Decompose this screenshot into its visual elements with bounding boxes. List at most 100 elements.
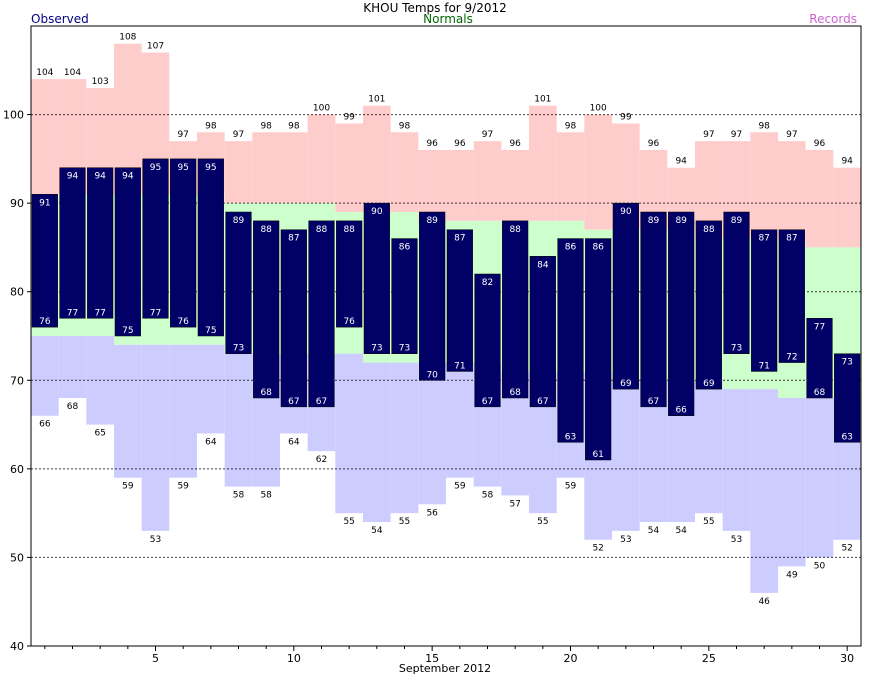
observed-high-label-day-10: 87 bbox=[288, 234, 299, 244]
observed-low-label-day-20: 63 bbox=[565, 432, 576, 442]
record-low-band-day-13 bbox=[363, 362, 391, 522]
record-high-band-day-11 bbox=[307, 114, 336, 204]
observed-bar-day-7 bbox=[197, 158, 224, 337]
observed-bar-day-11 bbox=[308, 220, 335, 408]
observed-low-label-day-21: 61 bbox=[592, 450, 603, 460]
record-low-band-day-14 bbox=[390, 362, 419, 514]
observed-low-label-day-4: 75 bbox=[122, 326, 133, 336]
observed-bar-day-8 bbox=[225, 211, 252, 354]
observed-low-label-day-18: 68 bbox=[509, 388, 521, 398]
record-high-label-day-17: 97 bbox=[482, 130, 493, 140]
record-high-label-day-19: 101 bbox=[534, 95, 551, 105]
record-high-band-day-20 bbox=[556, 132, 585, 221]
record-low-label-day-15: 56 bbox=[426, 508, 438, 518]
observed-high-label-day-26: 89 bbox=[731, 216, 743, 226]
observed-high-label-day-20: 86 bbox=[565, 243, 577, 253]
observed-bar-day-20 bbox=[557, 238, 584, 443]
observed-bar-day-9 bbox=[253, 220, 280, 399]
record-low-label-day-17: 58 bbox=[482, 491, 494, 501]
record-low-band-day-4 bbox=[114, 344, 142, 478]
record-low-label-day-2: 68 bbox=[67, 402, 79, 412]
record-low-band-day-12 bbox=[335, 353, 363, 514]
record-high-label-day-25: 97 bbox=[703, 130, 714, 140]
record-high-label-day-2: 104 bbox=[64, 68, 81, 78]
axes: 40 50 60 70 80 90 100 5 10 15 20 25 30 bbox=[3, 109, 854, 665]
observed-high-label-day-11: 88 bbox=[316, 225, 328, 235]
observed-bar-day-1 bbox=[31, 194, 58, 328]
record-low-band-day-26 bbox=[722, 389, 751, 531]
record-high-band-day-8 bbox=[224, 141, 253, 204]
observed-low-label-day-23: 67 bbox=[648, 397, 659, 407]
record-low-label-day-11: 62 bbox=[316, 455, 327, 465]
observed-bars bbox=[31, 158, 861, 461]
observed-high-label-day-24: 89 bbox=[675, 216, 687, 226]
observed-low-label-day-22: 69 bbox=[620, 379, 632, 389]
record-high-label-day-3: 103 bbox=[92, 77, 109, 87]
record-low-label-day-28: 49 bbox=[786, 570, 798, 580]
record-low-label-day-5: 53 bbox=[150, 535, 161, 545]
record-low-label-day-7: 64 bbox=[205, 437, 217, 447]
record-low-label-day-1: 66 bbox=[39, 420, 51, 430]
record-low-label-day-10: 64 bbox=[288, 437, 300, 447]
record-high-label-day-18: 96 bbox=[509, 139, 521, 149]
observed-bar-day-26 bbox=[723, 211, 750, 354]
data-labels: 104 66 91 76 104 68 94 77 103 65 94 77 108 59 94 75 107 5… bbox=[36, 33, 853, 607]
observed-bar-day-22 bbox=[612, 202, 639, 390]
observed-high-label-day-17: 82 bbox=[482, 278, 493, 288]
observed-high-label-day-22: 90 bbox=[620, 207, 632, 217]
record-low-label-day-4: 59 bbox=[122, 482, 134, 492]
y-tick-label-50: 50 bbox=[10, 551, 24, 564]
observed-low-label-day-11: 67 bbox=[316, 397, 327, 407]
x-tick-label-25: 25 bbox=[702, 652, 716, 665]
record-high-label-day-11: 100 bbox=[313, 104, 330, 114]
observed-bar-day-5 bbox=[142, 158, 169, 319]
record-low-label-day-26: 53 bbox=[731, 535, 742, 545]
observed-low-label-day-25: 69 bbox=[703, 379, 715, 389]
observed-bar-day-10 bbox=[280, 229, 307, 408]
observed-high-label-day-28: 87 bbox=[786, 234, 797, 244]
observed-high-label-day-5: 95 bbox=[150, 163, 161, 173]
observed-high-label-day-29: 77 bbox=[814, 322, 825, 332]
record-low-label-day-16: 59 bbox=[454, 482, 466, 492]
record-low-label-day-13: 54 bbox=[371, 526, 383, 536]
observed-high-label-day-27: 87 bbox=[758, 234, 769, 244]
record-high-label-day-24: 94 bbox=[675, 157, 687, 167]
record-low-label-day-30: 52 bbox=[841, 544, 852, 554]
record-high-label-day-1: 104 bbox=[36, 68, 53, 78]
observed-high-label-day-4: 94 bbox=[122, 172, 134, 182]
observed-low-label-day-9: 68 bbox=[260, 388, 272, 398]
record-low-label-day-18: 57 bbox=[509, 499, 520, 509]
observed-bar-day-15 bbox=[419, 211, 446, 381]
x-axis-label: September 2012 bbox=[399, 662, 491, 675]
record-high-band-day-29 bbox=[805, 150, 834, 248]
x-tick-label-30: 30 bbox=[840, 652, 854, 665]
observed-high-label-day-2: 94 bbox=[67, 172, 79, 182]
observed-low-label-day-16: 71 bbox=[454, 361, 465, 371]
record-high-band-day-1 bbox=[31, 79, 59, 195]
record-high-label-day-5: 107 bbox=[147, 42, 164, 52]
record-low-label-day-19: 55 bbox=[537, 517, 548, 527]
record-low-band-day-15 bbox=[418, 362, 446, 505]
observed-low-label-day-7: 75 bbox=[205, 326, 216, 336]
observed-bar-day-13 bbox=[363, 202, 390, 354]
record-low-label-day-23: 54 bbox=[648, 526, 660, 536]
record-high-band-day-19 bbox=[529, 105, 557, 221]
record-high-band-day-28 bbox=[778, 141, 806, 239]
record-low-label-day-20: 59 bbox=[565, 482, 577, 492]
record-high-band-day-21 bbox=[584, 114, 612, 230]
observed-low-label-day-10: 67 bbox=[288, 397, 299, 407]
observed-high-label-day-19: 84 bbox=[537, 260, 549, 270]
observed-bar-day-28 bbox=[778, 229, 805, 363]
x-tick-label-10: 10 bbox=[287, 652, 301, 665]
record-high-band-day-30 bbox=[833, 167, 861, 248]
observed-low-label-day-2: 77 bbox=[67, 308, 78, 318]
observed-high-label-day-1: 91 bbox=[39, 198, 50, 208]
observed-low-label-day-13: 73 bbox=[371, 344, 382, 354]
record-low-band-day-5 bbox=[141, 344, 170, 531]
record-high-label-day-6: 97 bbox=[177, 130, 188, 140]
observed-bar-day-27 bbox=[751, 229, 778, 372]
observed-bar-day-6 bbox=[170, 158, 197, 328]
observed-low-label-day-26: 73 bbox=[731, 344, 742, 354]
observed-low-label-day-3: 77 bbox=[94, 308, 105, 318]
